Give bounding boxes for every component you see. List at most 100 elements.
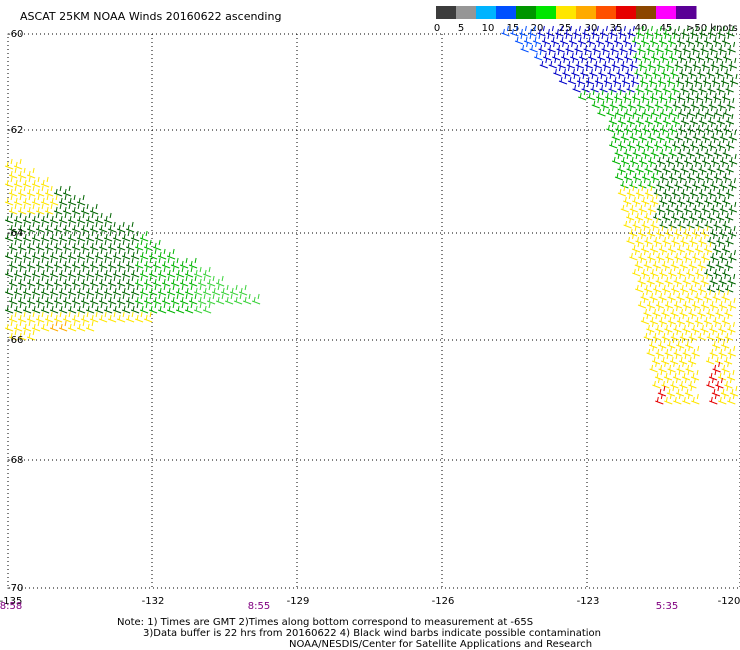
wind-barb bbox=[130, 284, 140, 296]
wind-barb bbox=[726, 25, 735, 37]
wind-barb bbox=[157, 284, 167, 296]
wind-barb bbox=[188, 257, 198, 269]
wind-barb bbox=[17, 329, 27, 341]
wind-barb bbox=[116, 221, 126, 233]
wind-barb bbox=[572, 81, 581, 93]
pass-time-label: 8:58 bbox=[0, 601, 22, 612]
wind-barb bbox=[723, 105, 732, 117]
wind-barb bbox=[689, 233, 698, 245]
wind-barb bbox=[8, 185, 18, 197]
wind-barb bbox=[650, 89, 659, 101]
wind-barb bbox=[705, 105, 714, 117]
wind-barb bbox=[179, 275, 189, 287]
wind-barb bbox=[71, 239, 81, 251]
wind-barb bbox=[71, 203, 81, 215]
wind-barb bbox=[610, 41, 619, 53]
wind-barb bbox=[40, 230, 50, 242]
wind-barb bbox=[76, 230, 86, 242]
wind-barb bbox=[107, 239, 117, 251]
wind-barb bbox=[197, 293, 207, 305]
wind-barb bbox=[166, 266, 176, 278]
wind-barb bbox=[125, 293, 135, 305]
wind-barb bbox=[701, 249, 710, 261]
wind-barb bbox=[157, 302, 167, 314]
wind-barb bbox=[722, 265, 731, 277]
wind-barb bbox=[594, 73, 604, 85]
wind-barb bbox=[166, 248, 176, 260]
wind-barb bbox=[672, 25, 681, 37]
wind-barb bbox=[687, 121, 696, 133]
wind-barb bbox=[112, 230, 122, 242]
wind-barb bbox=[671, 233, 680, 245]
wind-barb bbox=[8, 239, 18, 251]
wind-barb bbox=[98, 239, 108, 251]
wind-barb bbox=[116, 311, 126, 323]
wind-barb bbox=[40, 284, 50, 296]
wind-barb bbox=[58, 266, 68, 278]
legend-color-box bbox=[676, 6, 697, 19]
wind-barb bbox=[53, 275, 63, 287]
wind-barb bbox=[193, 284, 203, 296]
wind-barb bbox=[85, 248, 95, 260]
wind-barb bbox=[112, 284, 122, 296]
wind-barb bbox=[592, 41, 601, 53]
wind-barb bbox=[680, 185, 690, 197]
wind-barb bbox=[202, 284, 212, 296]
wind-barb bbox=[654, 137, 663, 149]
wind-barb bbox=[623, 217, 632, 229]
wind-barb bbox=[8, 311, 18, 323]
legend-color-box bbox=[656, 6, 677, 19]
wind-barb bbox=[668, 169, 678, 181]
wind-barb bbox=[705, 353, 715, 365]
longitude-label: -120 bbox=[718, 596, 740, 607]
wind-barb bbox=[148, 266, 158, 278]
wind-barb bbox=[615, 121, 624, 133]
wind-barb bbox=[103, 248, 113, 260]
wind-barb bbox=[94, 302, 104, 314]
wind-barb bbox=[80, 203, 90, 215]
wind-barb bbox=[31, 176, 41, 188]
legend-label: 40 bbox=[635, 23, 648, 34]
wind-barb bbox=[677, 89, 686, 101]
wind-barb bbox=[26, 311, 36, 323]
wind-barb bbox=[663, 25, 672, 37]
wind-barb bbox=[121, 266, 131, 278]
wind-barb bbox=[130, 302, 140, 314]
wind-barb bbox=[680, 281, 689, 293]
wind-barb bbox=[53, 185, 63, 197]
wind-barb bbox=[682, 41, 691, 53]
latitude-label: -60 bbox=[7, 29, 23, 40]
legend-color-box bbox=[616, 6, 637, 19]
legend-label: 10 bbox=[482, 23, 495, 34]
wind-barb bbox=[715, 329, 724, 341]
map-frame bbox=[7, 33, 740, 589]
wind-barb bbox=[722, 217, 731, 229]
wind-barb bbox=[80, 239, 90, 251]
latitude-label: -70 bbox=[7, 583, 23, 594]
wind-barb bbox=[722, 89, 731, 101]
wind-barb bbox=[193, 266, 203, 278]
wind-barb bbox=[125, 257, 135, 269]
wind-barb bbox=[4, 248, 14, 260]
wind-barb bbox=[674, 201, 683, 213]
wind-barb bbox=[44, 257, 54, 269]
wind-barb bbox=[651, 121, 660, 133]
wind-barb bbox=[647, 153, 657, 165]
wind-barb bbox=[31, 212, 41, 224]
wind-barb bbox=[31, 194, 41, 206]
wind-barb bbox=[58, 302, 68, 314]
wind-barb bbox=[727, 345, 736, 357]
wind-barb bbox=[125, 221, 135, 233]
wind-barb bbox=[687, 105, 696, 117]
wind-barb bbox=[134, 311, 144, 323]
wind-barb bbox=[629, 249, 638, 261]
wind-barb bbox=[4, 284, 14, 296]
wind-barb bbox=[76, 320, 86, 332]
wind-barb bbox=[691, 345, 700, 357]
wind-barb bbox=[576, 73, 586, 85]
wind-barb bbox=[688, 377, 697, 389]
latitude-label: -64 bbox=[7, 228, 23, 239]
footnote-line: 3)Data buffer is 22 hrs from 20160622 4)… bbox=[143, 628, 601, 639]
wind-barb bbox=[130, 230, 140, 242]
wind-barb bbox=[620, 201, 629, 213]
